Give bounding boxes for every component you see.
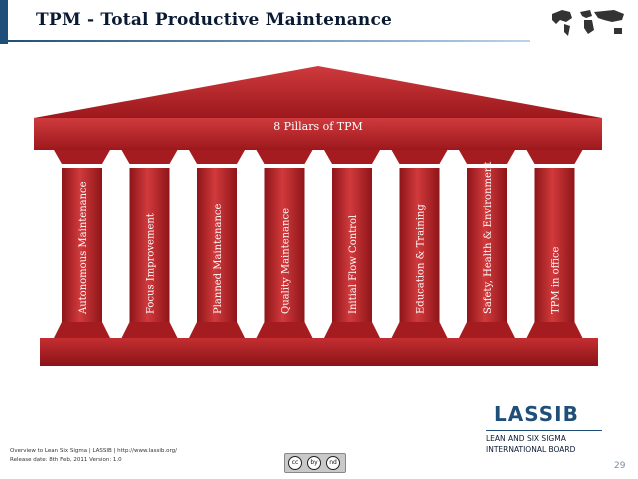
title-rule (0, 40, 530, 42)
pillar-shaft (399, 168, 440, 322)
pillar: Safety, Health & Environment (459, 150, 515, 338)
pillar-shaft (197, 168, 237, 322)
logo-subtitle-2: INTERNATIONAL BOARD (486, 445, 576, 454)
logo-subtitle-1: LEAN AND SIX SIGMA (486, 434, 566, 443)
title-accent (0, 0, 8, 44)
pillar-capital (391, 150, 448, 164)
pillar-foot (526, 322, 583, 338)
pillar: Autonomous Maintenance (54, 150, 110, 338)
footer-info: Overview to Lean Six Sigma | LASSIB | ht… (10, 447, 177, 465)
pillar-label: Education & Training (416, 204, 427, 314)
pillar: Initial Flow Control (324, 150, 380, 338)
nd-icon: nd (326, 456, 340, 470)
lassib-logo: LASSIB LEAN AND SIX SIGMA INTERNATIONAL … (480, 398, 610, 468)
cc-icon: cc (288, 456, 302, 470)
pillar-foot (324, 322, 380, 338)
pillar-capital (121, 150, 178, 164)
creative-commons-badge[interactable]: cc by nd (284, 453, 346, 473)
pillar-capital (54, 150, 110, 164)
by-icon: by (307, 456, 321, 470)
pillar-label: Safety, Health & Environment (483, 162, 494, 314)
pillars-group: Autonomous Maintenance Focus Improvement P… (54, 150, 583, 338)
logo-name: LASSIB (494, 402, 579, 426)
pillar-capital (324, 150, 380, 164)
pillars-base (40, 338, 598, 366)
pillar-capital (459, 150, 515, 164)
pillar-foot (459, 322, 515, 338)
page-number: 29 (614, 461, 626, 471)
pillar: TPM in office (526, 150, 583, 338)
footer-line-1: Overview to Lean Six Sigma | LASSIB | ht… (10, 448, 178, 454)
pillar: Planned Maintenance (189, 150, 245, 338)
footer-line-2: Release date: 8th Feb, 2011 Version: 1.0 (10, 457, 122, 463)
pillar-label: TPM in office (551, 246, 562, 314)
pillar-shaft (129, 168, 170, 322)
pillar-foot (256, 322, 313, 338)
pillar-foot (121, 322, 178, 338)
pillar-capital (189, 150, 245, 164)
title-bar: TPM - Total Productive Maintenance (0, 0, 638, 44)
pillar-capital (256, 150, 313, 164)
pillar-foot (391, 322, 448, 338)
pillar-label: Planned Maintenance (213, 204, 224, 314)
world-map-icon (552, 10, 624, 36)
pillar-shaft (534, 168, 575, 322)
roof-beam (34, 118, 602, 150)
pillar-foot (189, 322, 245, 338)
logo-rule (486, 430, 602, 431)
pillar-label: Focus Improvement (146, 213, 157, 314)
pillar-shaft (264, 168, 305, 322)
pillar-shaft (467, 168, 507, 322)
pillar-foot (54, 322, 110, 338)
pillar: Quality Maintenance (256, 150, 313, 338)
pillar: Education & Training (391, 150, 448, 338)
pillar-label: Autonomous Maintenance (78, 181, 89, 315)
slide-title: TPM - Total Productive Maintenance (36, 10, 393, 30)
pillar-label: Quality Maintenance (281, 208, 292, 314)
pillar-label: Initial Flow Control (348, 215, 359, 314)
roof-label: 8 Pillars of TPM (273, 120, 363, 133)
pillar: Focus Improvement (121, 150, 178, 338)
pillar-shaft (62, 168, 102, 322)
pillar-shaft (332, 168, 372, 322)
pillar-capital (526, 150, 583, 164)
roof-pediment (34, 66, 602, 118)
